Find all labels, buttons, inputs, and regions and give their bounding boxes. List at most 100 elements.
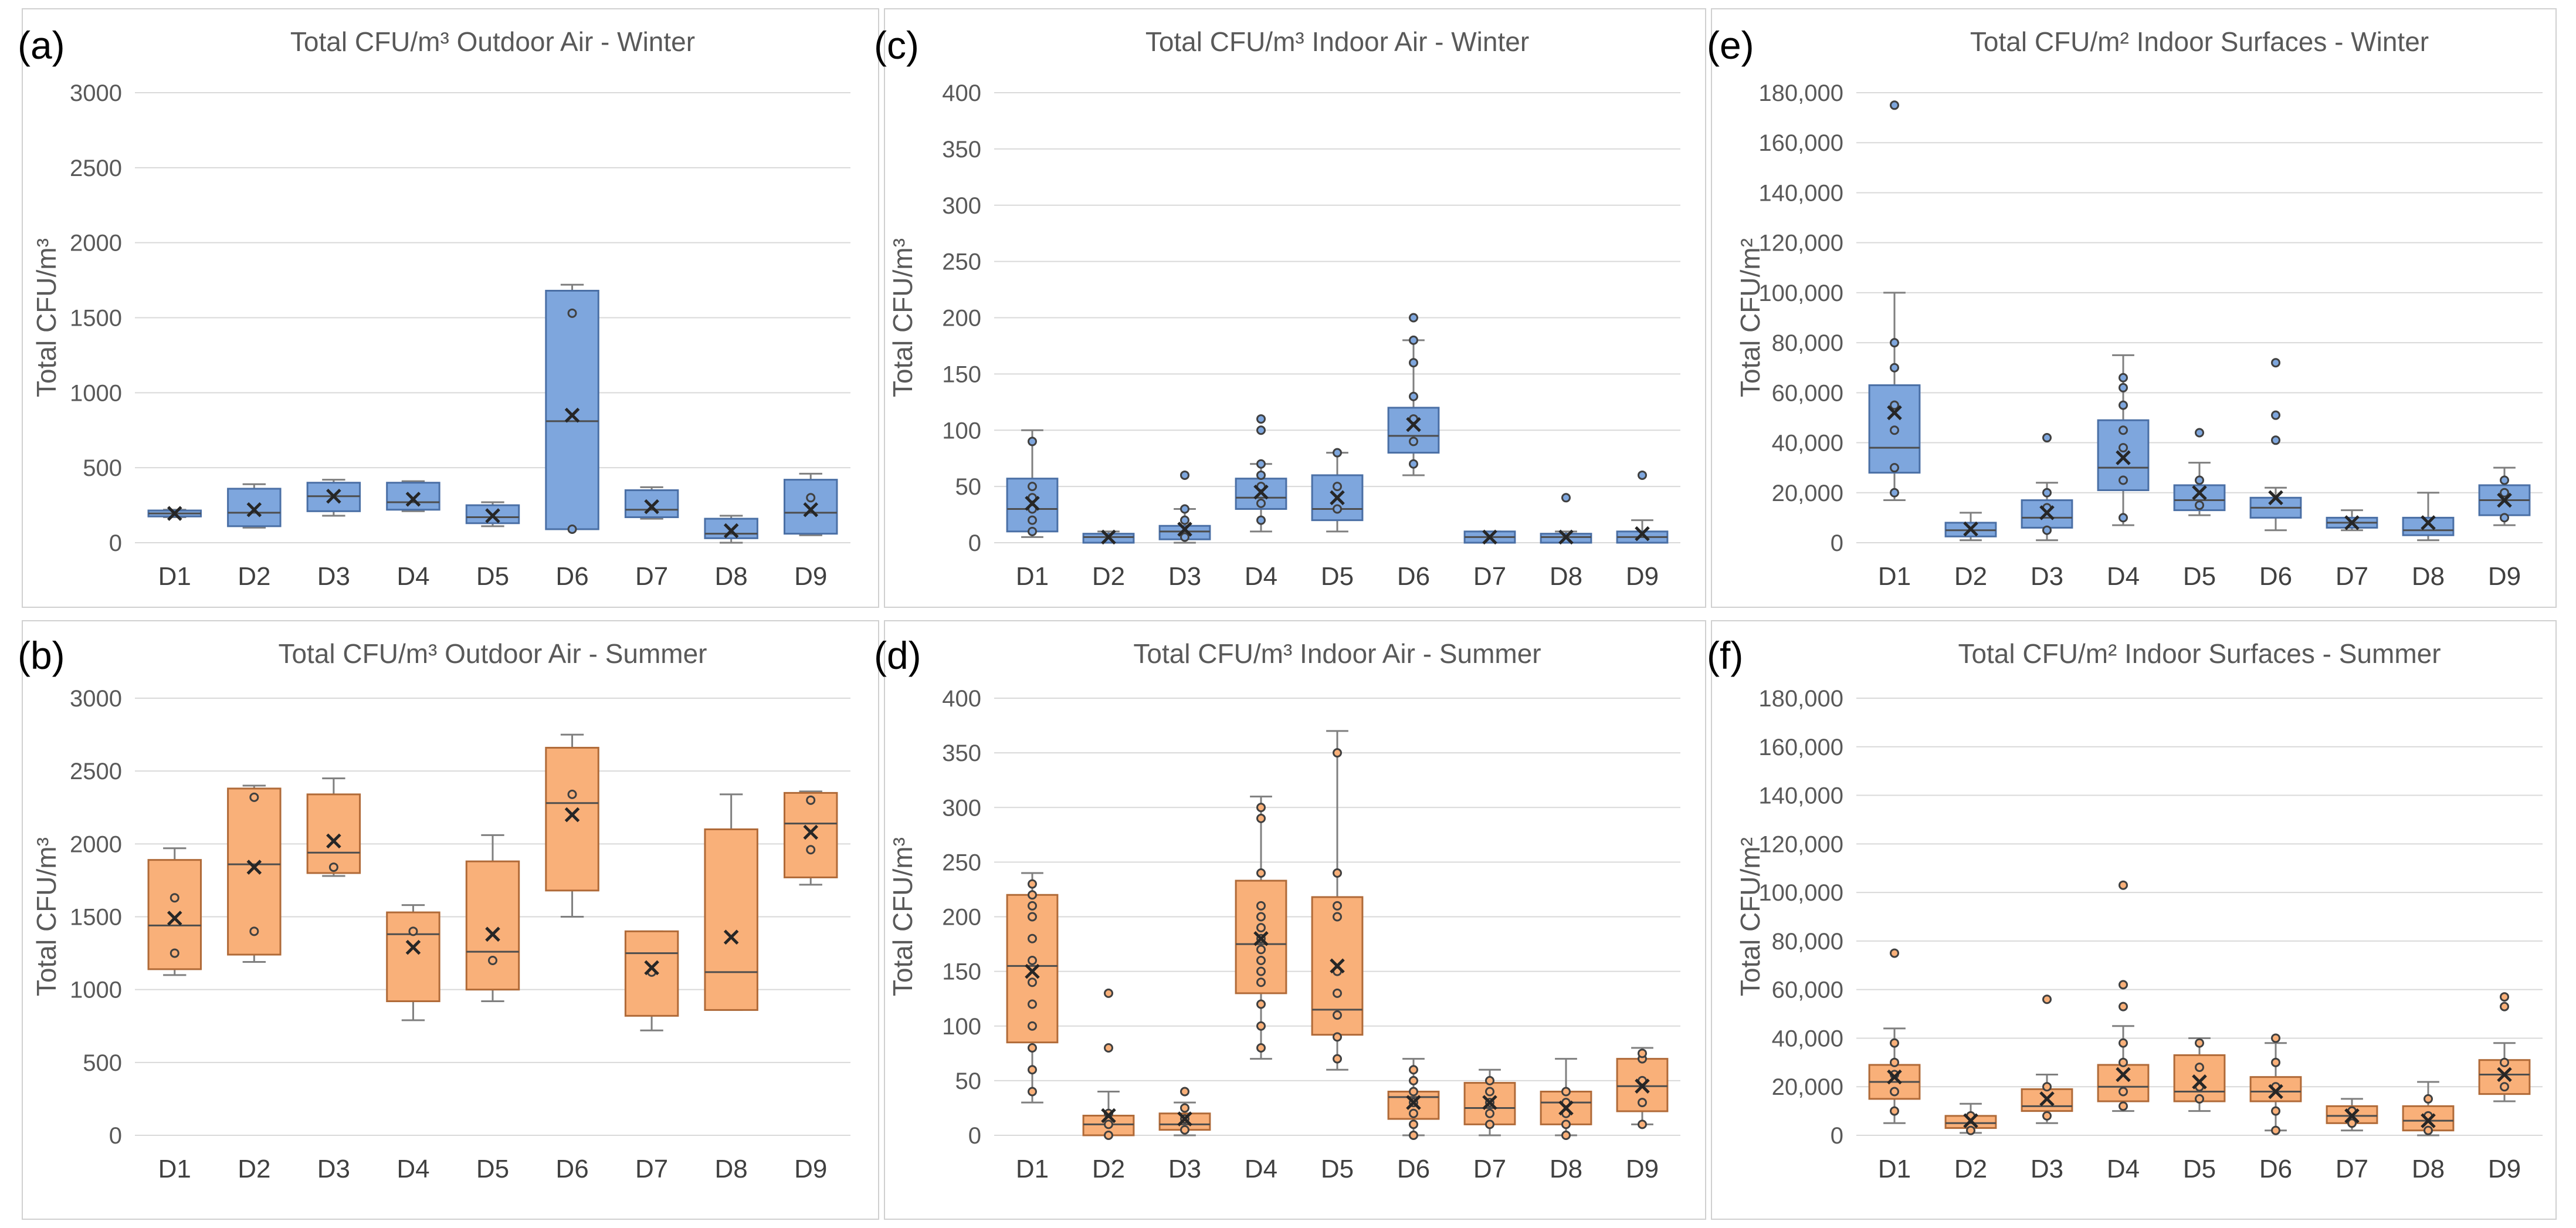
- data-point: [1256, 923, 1266, 933]
- box-d9: [2478, 992, 2531, 1102]
- mean-marker: [564, 407, 580, 423]
- mean-marker-stroke: [2268, 490, 2283, 506]
- box-d9: [783, 472, 838, 536]
- data-point: [806, 493, 816, 503]
- box-d7: [624, 930, 679, 1031]
- mean-marker-stroke: [1482, 1095, 1497, 1110]
- panel-label: (f): [1707, 634, 1743, 677]
- data-point: [1409, 1108, 1418, 1118]
- x-tick-label: D2: [1092, 1155, 1125, 1183]
- y-tick-label: 0: [1831, 1123, 1843, 1149]
- data-point: [567, 524, 577, 534]
- data-point: [1256, 966, 1266, 976]
- mean-marker: [1558, 1100, 1574, 1116]
- data-point: [1256, 868, 1266, 878]
- x-tick-label: D1: [1878, 562, 1911, 591]
- y-tick-label: 1000: [70, 380, 122, 406]
- data-point: [1256, 425, 1266, 435]
- data-point: [249, 926, 259, 936]
- data-point: [1890, 425, 1899, 435]
- x-tick-label: D7: [1473, 562, 1506, 591]
- data-point: [328, 862, 338, 872]
- data-point: [2119, 400, 2128, 410]
- box-d3: [2021, 433, 2073, 542]
- mean-marker: [2268, 490, 2283, 506]
- mean-marker-stroke: [2421, 1113, 2436, 1128]
- data-point: [1028, 1065, 1037, 1075]
- data-point: [1966, 1125, 1975, 1135]
- y-axis-label: Total CFU/m²: [1735, 837, 1765, 996]
- x-tick-label: D5: [476, 1155, 509, 1183]
- data-point: [1256, 498, 1266, 508]
- mean-marker: [246, 502, 262, 517]
- mean-marker-stroke: [803, 502, 818, 517]
- data-point: [1104, 1131, 1113, 1140]
- mean-marker-stroke: [405, 492, 421, 507]
- data-point: [1890, 1057, 1899, 1067]
- x-tick-label: D7: [1473, 1155, 1506, 1183]
- y-tick-label: 2500: [70, 155, 122, 181]
- mean-marker-stroke: [1025, 496, 1040, 511]
- box-d1: [1006, 429, 1059, 538]
- box-d4: [2097, 880, 2150, 1112]
- data-point: [1561, 1131, 1571, 1140]
- chart-title: Total CFU/m² Indoor Surfaces - Winter: [1970, 26, 2429, 57]
- x-tick-label: D4: [396, 1155, 429, 1183]
- box-d9: [1616, 470, 1669, 544]
- y-tick-label: 40,000: [1772, 431, 1843, 456]
- box-d8: [704, 515, 758, 544]
- data-point: [1180, 1087, 1189, 1097]
- data-point: [2119, 1101, 2128, 1111]
- data-point: [1256, 999, 1266, 1009]
- box-d3: [306, 479, 361, 517]
- x-tick-label: D8: [715, 562, 748, 591]
- y-tick-label: 400: [942, 80, 981, 106]
- mean-marker-stroke: [2497, 1067, 2512, 1082]
- mean-marker: [2039, 1091, 2055, 1107]
- data-point: [2119, 425, 2128, 435]
- y-tick-label: 160,000: [1758, 735, 1843, 760]
- mean-marker: [485, 926, 500, 942]
- data-point: [2271, 435, 2280, 445]
- data-point: [1890, 488, 1899, 498]
- mean-marker-stroke: [326, 833, 341, 849]
- data-point: [2119, 1057, 2128, 1067]
- y-tick-label: 180,000: [1758, 80, 1843, 106]
- x-tick-label: D8: [1550, 1155, 1582, 1183]
- data-point: [1409, 1075, 1418, 1085]
- y-tick-label: 140,000: [1758, 783, 1843, 809]
- data-point: [1890, 338, 1899, 348]
- data-point: [2424, 1125, 2433, 1135]
- x-tick-label: D9: [2488, 562, 2521, 591]
- box-iqr: [545, 289, 599, 530]
- box-iqr: [386, 482, 440, 511]
- box-d9: [1616, 1047, 1669, 1129]
- box-d4: [1235, 414, 1287, 533]
- mean-marker: [1635, 526, 1650, 542]
- data-point: [1890, 948, 1899, 958]
- box-iqr: [624, 489, 679, 519]
- mean-marker: [723, 929, 739, 945]
- mean-marker-stroke: [1635, 1078, 1650, 1094]
- y-axis-label: Total CFU/m³: [31, 837, 62, 996]
- box-d8: [704, 793, 758, 1011]
- box-d8: [2402, 1081, 2455, 1136]
- mean-marker-stroke: [1406, 1095, 1421, 1110]
- mean-marker: [1330, 490, 1345, 506]
- y-tick-label: 3000: [70, 80, 122, 106]
- data-point: [1028, 482, 1037, 492]
- data-point: [806, 795, 816, 805]
- data-point: [1028, 956, 1037, 965]
- mean-marker-stroke: [1558, 529, 1574, 545]
- data-point: [2500, 992, 2509, 1002]
- x-tick-label: D9: [2488, 1155, 2521, 1183]
- data-point: [1180, 515, 1189, 525]
- box-d6: [2249, 1033, 2302, 1135]
- y-tick-label: 60,000: [1772, 977, 1843, 1003]
- data-point: [1104, 988, 1113, 998]
- chart-frame: [1711, 8, 2557, 608]
- data-point: [1256, 945, 1266, 955]
- box-d1: [147, 506, 202, 521]
- box-d6: [2249, 358, 2302, 532]
- y-tick-label: 120,000: [1758, 831, 1843, 857]
